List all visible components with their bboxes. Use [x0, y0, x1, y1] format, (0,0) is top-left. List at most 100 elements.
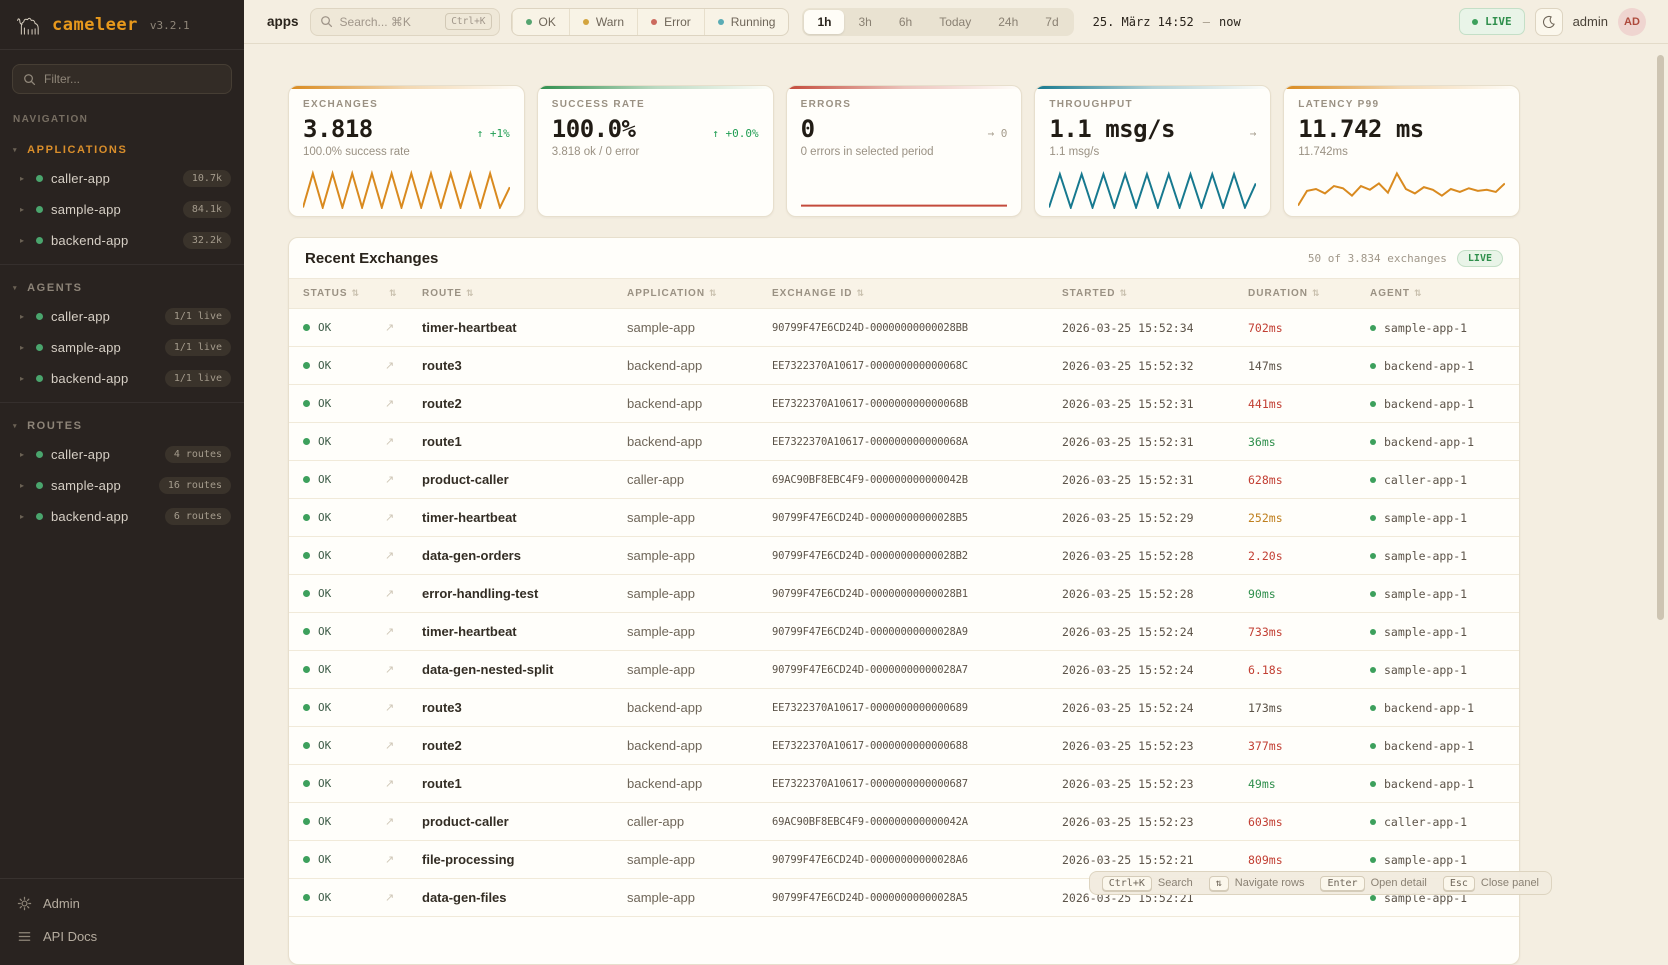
live-dot [1472, 18, 1479, 25]
open-detail-icon[interactable]: ↗ [385, 550, 395, 562]
route-cell: route3 [422, 358, 462, 373]
open-detail-icon[interactable]: ↗ [385, 626, 395, 638]
status-cell: OK [303, 739, 385, 752]
table-header-cell[interactable]: AGENT ⇅ [1370, 288, 1423, 299]
theme-toggle-button[interactable] [1534, 7, 1563, 36]
nav-section-title[interactable]: ▾ AGENTS [13, 282, 83, 294]
table-row[interactable]: OK ↗ data-gen-nested-split sample-app 90… [289, 651, 1519, 689]
application-cell: backend-app [627, 738, 703, 753]
table-row[interactable]: OK ↗ timer-heartbeat sample-app 90799F47… [289, 613, 1519, 651]
route-cell: product-caller [422, 814, 509, 829]
duration-cell: 733ms [1248, 624, 1283, 639]
live-toggle[interactable]: LIVE [1459, 8, 1525, 35]
table-header-cell[interactable]: ROUTE ⇅ [422, 288, 475, 299]
status-cell: OK [303, 777, 385, 790]
status-cell: OK [303, 321, 385, 334]
table-row[interactable]: OK ↗ error-handling-test sample-app 9079… [289, 575, 1519, 613]
open-detail-icon[interactable]: ↗ [385, 588, 395, 600]
kpi-subtitle: 1.1 msg/s [1049, 146, 1100, 158]
sidebar-item-admin[interactable]: Admin [0, 887, 244, 920]
time-range-button[interactable]: 7d [1045, 14, 1059, 29]
table-header-cell[interactable]: APPLICATION ⇅ [627, 288, 718, 299]
hint-label: Open detail [1370, 877, 1427, 889]
sidebar-nav-item[interactable]: ▸ sample-app 1/1 live [0, 332, 244, 363]
sidebar-filter-input[interactable]: Filter... [12, 64, 232, 94]
started-cell: 2026-03-25 15:52:29 [1062, 510, 1194, 525]
time-range-button[interactable]: 3h [858, 14, 872, 29]
filter-placeholder: Filter... [44, 72, 81, 86]
table-row[interactable]: OK ↗ route1 backend-app EE7322370A10617-… [289, 423, 1519, 461]
open-detail-icon[interactable]: ↗ [385, 512, 395, 524]
table-header-cell[interactable]: DURATION ⇅ [1248, 288, 1321, 299]
table-header-cell[interactable]: ⇅ [385, 289, 422, 299]
sidebar-nav-item[interactable]: ▸ sample-app 16 routes [0, 470, 244, 501]
sidebar-nav-item[interactable]: ▸ sample-app 84.1k [0, 194, 244, 225]
exchange-id-cell: 69AC90BF8EBC4F9-000000000000042A [772, 815, 968, 828]
table-header-cell[interactable]: EXCHANGE ID ⇅ [772, 288, 865, 299]
open-detail-icon[interactable]: ↗ [385, 778, 395, 790]
status-filter-chip[interactable]: Warn [568, 8, 637, 35]
avatar[interactable]: AD [1618, 7, 1646, 36]
sidebar-nav-item[interactable]: ▸ caller-app 1/1 live [0, 301, 244, 332]
search-input[interactable]: Search... ⌘K Ctrl+K [309, 7, 500, 36]
sidebar-nav-item[interactable]: ▸ backend-app 32.2k [0, 225, 244, 256]
table-row[interactable]: OK ↗ product-caller caller-app 69AC90BF8… [289, 803, 1519, 841]
kpi-sparkline [552, 169, 759, 209]
exchange-id-cell: 90799F47E6CD24D-00000000000028B1 [772, 587, 968, 600]
status-filter-chip[interactable]: OK [511, 8, 569, 35]
nav-section-title[interactable]: ▾ APPLICATIONS [13, 144, 128, 156]
sort-icon: ⇅ [1414, 288, 1423, 299]
table-row[interactable]: OK ↗ route2 backend-app EE7322370A10617-… [289, 727, 1519, 765]
exchange-count: 50 of 3.834 exchanges [1307, 252, 1447, 265]
table-row[interactable]: OK ↗ route3 backend-app EE7322370A10617-… [289, 689, 1519, 727]
table-row[interactable]: OK ↗ product-caller caller-app 69AC90BF8… [289, 461, 1519, 499]
open-detail-icon[interactable]: ↗ [385, 702, 395, 714]
open-detail-icon[interactable]: ↗ [385, 360, 395, 372]
moon-icon [1542, 15, 1555, 28]
sidebar-nav-item[interactable]: ▸ backend-app 6 routes [0, 501, 244, 532]
table-row[interactable]: OK ↗ data-gen-orders sample-app 90799F47… [289, 537, 1519, 575]
open-detail-icon[interactable]: ↗ [385, 322, 395, 334]
table-row[interactable]: OK ↗ route2 backend-app EE7322370A10617-… [289, 385, 1519, 423]
open-detail-icon[interactable]: ↗ [385, 816, 395, 828]
status-filter-chip[interactable]: Running [703, 8, 789, 35]
application-cell: sample-app [627, 624, 695, 639]
sort-icon: ⇅ [466, 288, 475, 299]
vertical-scrollbar[interactable] [1657, 55, 1664, 620]
nav-section-title[interactable]: ▾ ROUTES [13, 420, 83, 432]
open-detail-icon[interactable]: ↗ [385, 474, 395, 486]
table-header-cell[interactable]: STATUS ⇅ [303, 288, 361, 299]
open-detail-icon[interactable]: ↗ [385, 436, 395, 448]
app-logo[interactable]: cameleer v3.2.1 [0, 0, 244, 50]
sidebar-nav-item[interactable]: ▸ caller-app 10.7k [0, 163, 244, 194]
open-detail-icon[interactable]: ↗ [385, 398, 395, 410]
table-row[interactable]: OK ↗ file-processing sample-app 90799F47… [289, 841, 1519, 879]
time-range-display[interactable]: 25. März 14:52 — now [1093, 15, 1241, 29]
open-detail-icon[interactable]: ↗ [385, 740, 395, 752]
time-range-button[interactable]: 6h [898, 14, 913, 29]
open-detail-icon[interactable]: ↗ [385, 854, 395, 866]
time-range-button[interactable]: 1h [804, 9, 845, 34]
open-detail-icon[interactable]: ↗ [385, 664, 395, 676]
time-range-button[interactable]: Today [939, 14, 972, 29]
kpi-card: SUCCESS RATE 100.0% ↑ +0.0% 3.818 ok / 0… [536, 85, 774, 217]
open-detail-icon[interactable]: ↗ [385, 892, 395, 904]
nav-section: ▾ AGENTS ▸ caller-app 1/1 live [0, 269, 244, 403]
status-filter-chip[interactable]: Error [637, 8, 704, 35]
table-header-cell[interactable]: STARTED ⇅ [1062, 288, 1129, 299]
table-row[interactable]: OK ↗ route3 backend-app EE7322370A10617-… [289, 347, 1519, 385]
status-cell: OK [303, 549, 385, 562]
table-row[interactable]: OK ↗ timer-heartbeat sample-app 90799F47… [289, 499, 1519, 537]
sidebar-item-api-docs[interactable]: API Docs [0, 920, 244, 953]
kpi-label: SUCCESS RATE [551, 99, 645, 110]
sidebar-nav-item[interactable]: ▸ caller-app 4 routes [0, 439, 244, 470]
chevron-right-icon: ▸ [20, 174, 25, 183]
kpi-sparkline [303, 169, 510, 209]
table-row[interactable]: OK ↗ data-gen-files sample-app 90799F47E… [289, 879, 1519, 917]
ok-status-dot [303, 476, 310, 483]
sidebar-nav-item[interactable]: ▸ backend-app 1/1 live [0, 363, 244, 394]
duration-cell: 809ms [1248, 852, 1283, 867]
table-row[interactable]: OK ↗ route1 backend-app EE7322370A10617-… [289, 765, 1519, 803]
time-range-button[interactable]: 24h [998, 14, 1019, 29]
table-row[interactable]: OK ↗ timer-heartbeat sample-app 90799F47… [289, 309, 1519, 347]
